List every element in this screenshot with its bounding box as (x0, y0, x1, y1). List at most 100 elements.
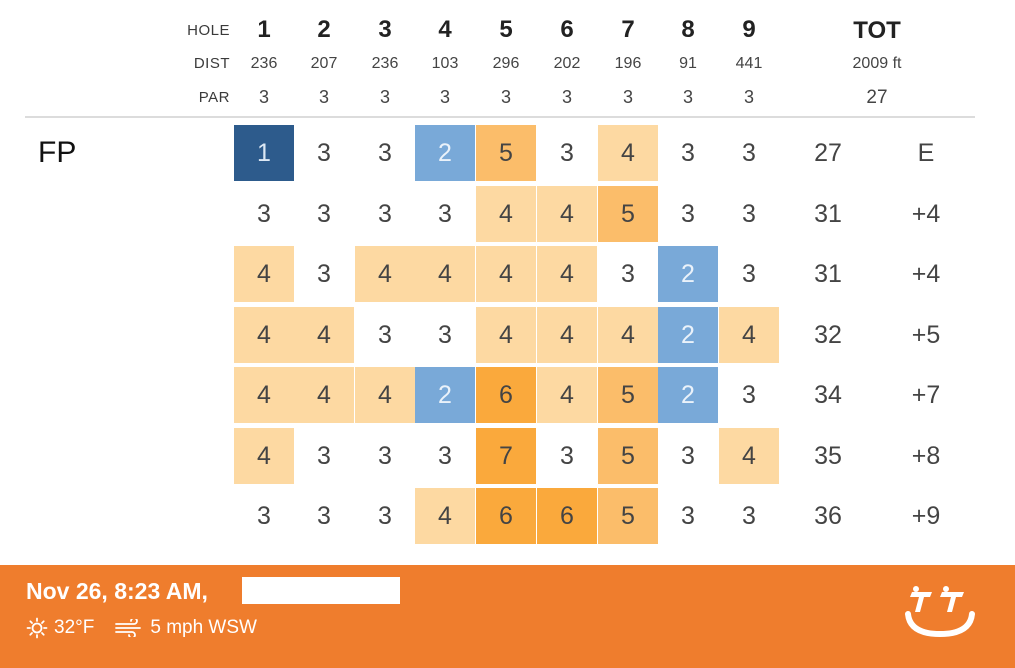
par-header-label: PAR (198, 89, 230, 106)
score-cell: 4 (415, 488, 475, 544)
score-cell: 4 (598, 307, 658, 363)
hole-number: 4 (438, 16, 452, 43)
hole-distance: 103 (431, 55, 459, 72)
hole-distance: 296 (492, 55, 520, 72)
score-cell: 3 (742, 200, 756, 228)
hole-distance: 196 (614, 55, 642, 72)
score-cell: 5 (598, 428, 658, 484)
hole-number: 8 (681, 16, 695, 43)
score-cell: 4 (355, 246, 415, 302)
score-cell: 3 (378, 139, 392, 167)
score-cell: 3 (438, 442, 452, 470)
score-cell: 3 (378, 502, 392, 530)
round-to-par: +7 (911, 381, 941, 409)
score-cell: 3 (560, 442, 574, 470)
score-cell: 6 (476, 367, 536, 423)
weather-info: 32°F 5 mph WSW (26, 617, 257, 639)
round-to-par: +5 (911, 321, 941, 349)
hole-distance: 207 (310, 55, 338, 72)
score-cell: 4 (355, 367, 415, 423)
score-cell: 6 (476, 488, 536, 544)
hole-par: 3 (439, 87, 450, 107)
hole-distance: 236 (371, 55, 399, 72)
hole-header-label: HOLE (187, 22, 230, 39)
round-date: Nov 26, 8:23 AM, (26, 578, 208, 604)
round-total: 34 (814, 381, 842, 409)
score-cell: 4 (537, 307, 597, 363)
hole-number: 3 (378, 16, 392, 43)
score-cell: 3 (317, 502, 331, 530)
score-cell: 3 (681, 502, 695, 530)
score-cell: 4 (719, 428, 779, 484)
wind-speed: 5 mph WSW (150, 617, 257, 638)
score-cell: 3 (742, 139, 756, 167)
hole-par: 3 (500, 87, 511, 107)
round-total: 27 (814, 139, 842, 167)
score-cell: 5 (598, 488, 658, 544)
score-cell: 3 (257, 502, 271, 530)
hole-number: 5 (499, 16, 513, 43)
score-cell: 3 (681, 139, 695, 167)
wind-icon (114, 619, 144, 637)
round-total: 31 (814, 260, 842, 288)
score-cell: 2 (415, 367, 475, 423)
score-cell: 4 (234, 246, 294, 302)
hole-par: 3 (682, 87, 693, 107)
score-cell: 3 (742, 502, 756, 530)
round-total: 35 (814, 442, 842, 470)
temperature: 32°F (54, 617, 95, 638)
score-cell: 2 (658, 246, 718, 302)
score-cell: 4 (415, 246, 475, 302)
score-cell: 3 (560, 139, 574, 167)
round-to-par: +4 (911, 260, 941, 288)
score-cell: 4 (537, 186, 597, 242)
score-cell: 4 (294, 307, 354, 363)
score-cell: 4 (234, 367, 294, 423)
round-to-par: +8 (911, 442, 941, 470)
hole-number: 7 (621, 16, 635, 43)
hole-distance: 236 (250, 55, 278, 72)
hole-distance: 91 (679, 55, 697, 72)
score-cell: 4 (598, 125, 658, 181)
hole-par: 3 (318, 87, 329, 107)
total-distance: 2009 ft (852, 55, 902, 72)
score-cell: 6 (537, 488, 597, 544)
score-cell: 4 (294, 367, 354, 423)
hole-number: 6 (560, 16, 574, 43)
score-cell: 4 (476, 307, 536, 363)
player-name: FP (38, 136, 77, 169)
redacted-course-name (242, 577, 400, 604)
hole-par: 3 (743, 87, 754, 107)
score-cell: 3 (378, 442, 392, 470)
score-cell: 3 (621, 260, 635, 288)
score-cell: 2 (415, 125, 475, 181)
score-cell: 5 (476, 125, 536, 181)
hole-distance: 441 (735, 55, 763, 72)
score-cell: 5 (598, 367, 658, 423)
score-cell: 4 (719, 307, 779, 363)
score-cell: 2 (658, 307, 718, 363)
hole-number: 1 (257, 16, 271, 43)
score-cell: 3 (317, 139, 331, 167)
hole-par: 3 (561, 87, 572, 107)
score-cell: 4 (234, 307, 294, 363)
score-cell: 3 (742, 381, 756, 409)
score-cell: 4 (476, 186, 536, 242)
sun-icon (26, 617, 48, 639)
score-cell: 3 (317, 200, 331, 228)
hole-par: 3 (258, 87, 269, 107)
hole-distance: 202 (553, 55, 581, 72)
score-cell: 3 (317, 442, 331, 470)
round-to-par: +9 (911, 502, 941, 530)
round-to-par: +4 (911, 200, 941, 228)
dist-header-label: DIST (193, 55, 230, 72)
score-cell: 3 (317, 260, 331, 288)
score-cell: 3 (681, 200, 695, 228)
score-cell: 3 (438, 200, 452, 228)
header-divider (25, 116, 975, 118)
hole-par: 3 (622, 87, 633, 107)
hole-number: 9 (742, 16, 756, 43)
score-cell: 4 (537, 246, 597, 302)
udisc-logo-icon (902, 584, 978, 645)
footer-bar (0, 565, 1015, 668)
